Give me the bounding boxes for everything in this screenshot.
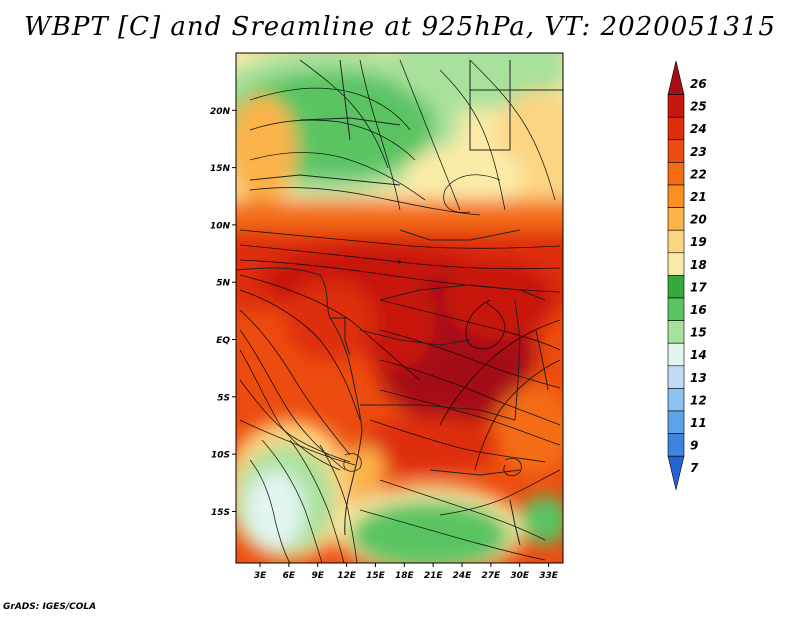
colorbar-swatch bbox=[667, 60, 685, 95]
colorbar-label: 22 bbox=[690, 167, 707, 181]
colorbar-label: 7 bbox=[690, 461, 699, 475]
colorbar-label: 25 bbox=[690, 100, 707, 114]
map-title: WBPT [C] and Sreamline at 925hPa, VT: 20… bbox=[24, 12, 776, 42]
lon-tick-label: 27E bbox=[482, 571, 502, 581]
colorbar-label: 17 bbox=[690, 280, 707, 294]
colorbar-swatch bbox=[667, 184, 685, 208]
colorbar-label: 20 bbox=[690, 213, 707, 227]
colorbar-swatch bbox=[667, 388, 685, 412]
latitude-axis: 20N 15N 10N 5N EQ 5S 10S 15S bbox=[210, 107, 236, 518]
lat-tick-label: 5S bbox=[217, 393, 230, 403]
colorbar-label: 23 bbox=[690, 145, 707, 159]
colorbar-label: 12 bbox=[690, 393, 707, 407]
colorbar-label: 24 bbox=[690, 122, 707, 136]
colorbar: 26 25 24 23 22 21 20 19 18 17 16 15 14 13 12 11 9 7 bbox=[667, 60, 707, 490]
lat-tick-label: 15S bbox=[211, 508, 230, 518]
colorbar-swatch bbox=[667, 207, 685, 231]
streamlines bbox=[239, 59, 561, 563]
coastline bbox=[236, 59, 563, 546]
colorbar-swatch bbox=[667, 116, 685, 141]
lat-tick-label: 10S bbox=[211, 451, 230, 461]
colorbar-swatch bbox=[667, 139, 685, 163]
colorbar-label: 16 bbox=[690, 303, 707, 317]
colorbar-label: 21 bbox=[690, 190, 707, 204]
lon-tick-label: 12E bbox=[337, 571, 357, 581]
lat-tick-label: EQ bbox=[216, 336, 230, 346]
longitude-axis: 3E 6E 9E 12E 15E 18E 21E 24E 27E 30E 33E bbox=[254, 563, 559, 581]
colorbar-swatch bbox=[667, 297, 685, 321]
colorbar-swatch bbox=[667, 162, 685, 186]
colorbar-swatch bbox=[667, 252, 685, 276]
lon-tick-label: 21E bbox=[424, 571, 444, 581]
lon-tick-label: 3E bbox=[254, 571, 267, 581]
lon-tick-label: 30E bbox=[510, 571, 530, 581]
colorbar-swatch bbox=[667, 94, 685, 118]
lon-tick-label: 33E bbox=[539, 571, 559, 581]
colorbar-label: 11 bbox=[690, 416, 707, 430]
colorbar-swatch bbox=[667, 320, 685, 344]
lon-tick-label: 6E bbox=[283, 571, 296, 581]
lon-tick-label: 9E bbox=[312, 571, 325, 581]
wbpt-shaded-field bbox=[236, 53, 563, 563]
colorbar-swatch bbox=[667, 229, 685, 254]
colorbar-swatch bbox=[667, 275, 685, 299]
colorbar-label: 18 bbox=[690, 258, 707, 272]
colorbar-label: 14 bbox=[690, 348, 707, 362]
colorbar-label: 19 bbox=[690, 235, 707, 249]
colorbar-swatch bbox=[667, 433, 685, 457]
lat-tick-label: 5N bbox=[216, 279, 230, 289]
map-frame bbox=[235, 52, 564, 564]
colorbar-label: 15 bbox=[690, 326, 707, 340]
lat-tick-label: 15N bbox=[210, 164, 231, 174]
colorbar-swatch bbox=[667, 455, 685, 490]
lat-tick-label: 20N bbox=[210, 107, 231, 117]
colorbar-swatch bbox=[667, 365, 685, 389]
colorbar-swatch bbox=[667, 342, 685, 367]
colorbar-swatch bbox=[667, 410, 685, 434]
lat-tick-label: 10N bbox=[210, 221, 231, 231]
lon-tick-label: 18E bbox=[395, 571, 415, 581]
colorbar-label: 9 bbox=[690, 439, 698, 453]
lon-tick-label: 15E bbox=[366, 571, 386, 581]
lon-tick-label: 24E bbox=[453, 571, 473, 581]
colorbar-label: 26 bbox=[690, 77, 707, 91]
colorbar-label: 13 bbox=[690, 371, 707, 385]
credit-label: GrADS: IGES/COLA bbox=[3, 602, 97, 612]
